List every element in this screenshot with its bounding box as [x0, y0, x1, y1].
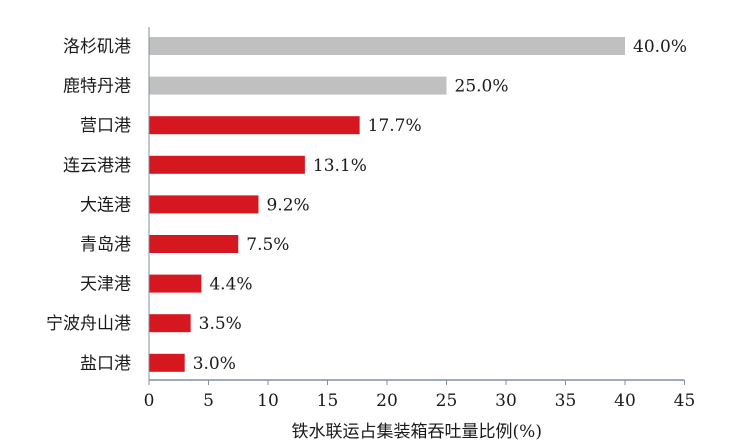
value-labels-group: 40.0% 25.0% 17.7%13.1%9.2% 7.5% 4.4% 3.5% 3.0% — [193, 37, 687, 374]
x-tick-label-1: 5 — [203, 391, 214, 411]
x-tick-label-6: 30 — [495, 391, 517, 411]
bar-3 — [149, 155, 305, 174]
value-label-7: 3.5% — [199, 314, 242, 334]
x-tick-label-8: 40 — [614, 391, 636, 411]
bar-0 — [149, 37, 625, 55]
bar-2 — [149, 116, 360, 135]
x-tick-label-3: 15 — [317, 391, 339, 411]
category-label-1: 鹿特丹港 — [63, 77, 131, 97]
category-label-6: 天津港 — [80, 275, 131, 295]
bar-4 — [149, 195, 259, 214]
value-label-1: 25.0% — [455, 77, 509, 97]
x-axis-title: 铁水联运占集装箱吞吐量比例(%) — [292, 422, 542, 442]
value-label-2: 17.7% — [368, 116, 422, 136]
category-label-2: 营口港 — [80, 116, 131, 136]
value-label-3: 13.1% — [313, 156, 367, 176]
category-label-0: 洛杉矶港 — [63, 37, 131, 57]
x-tick-label-9: 45 — [674, 391, 696, 411]
bar-8 — [149, 353, 185, 372]
x-tick-label-0: 0 — [144, 391, 155, 411]
value-label-4: 9.2% — [266, 195, 309, 215]
bar-6 — [149, 274, 202, 293]
bars-group — [149, 37, 625, 372]
bar-5 — [149, 235, 239, 253]
value-label-5: 7.5% — [246, 235, 289, 255]
category-label-5: 青岛港 — [80, 235, 131, 255]
x-ticks-group: 0 5 10 15 20 25 30 35 40 45 — [144, 380, 696, 411]
category-label-4: 大连港 — [80, 195, 131, 215]
x-tick-label-5: 25 — [436, 391, 458, 411]
x-tick-label-2: 10 — [257, 391, 279, 411]
category-label-3: 连云港港 — [63, 156, 131, 176]
category-label-8: 盐口港 — [80, 354, 131, 374]
value-label-6: 4.4% — [209, 275, 252, 295]
bar-1 — [149, 76, 447, 95]
x-tick-label-7: 35 — [555, 391, 577, 411]
category-label-7: 宁波舟山港 — [46, 314, 131, 334]
bar-7 — [149, 314, 191, 333]
value-label-0: 40.0% — [633, 37, 687, 57]
x-tick-label-4: 20 — [376, 391, 398, 411]
value-label-8: 3.0% — [193, 354, 236, 374]
